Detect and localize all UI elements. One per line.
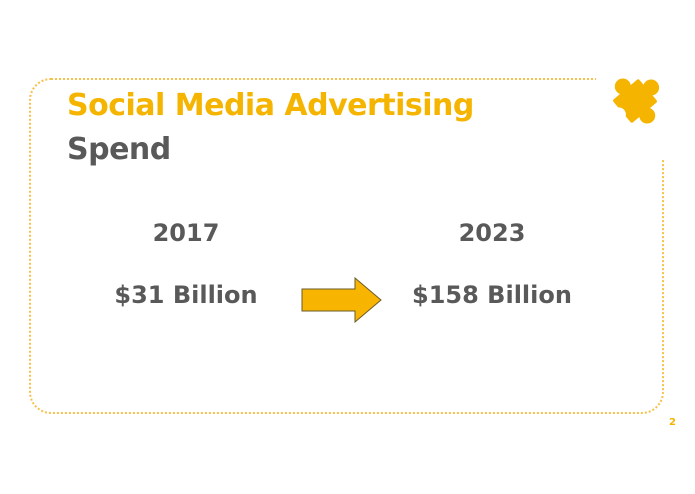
page-number: 2 [669, 417, 676, 428]
slide-title-line-2: Spend [67, 132, 171, 167]
value-2017: $31 Billion [114, 281, 258, 309]
slide-title-line-1: Social Media Advertising [67, 88, 474, 123]
year-2023-label: 2023 [458, 219, 526, 247]
arrow-right-icon [301, 277, 382, 323]
value-2023: $158 Billion [412, 281, 572, 309]
year-2017-label: 2017 [152, 219, 220, 247]
puzzle-piece-icon [611, 78, 660, 124]
slide-frame [29, 78, 664, 414]
